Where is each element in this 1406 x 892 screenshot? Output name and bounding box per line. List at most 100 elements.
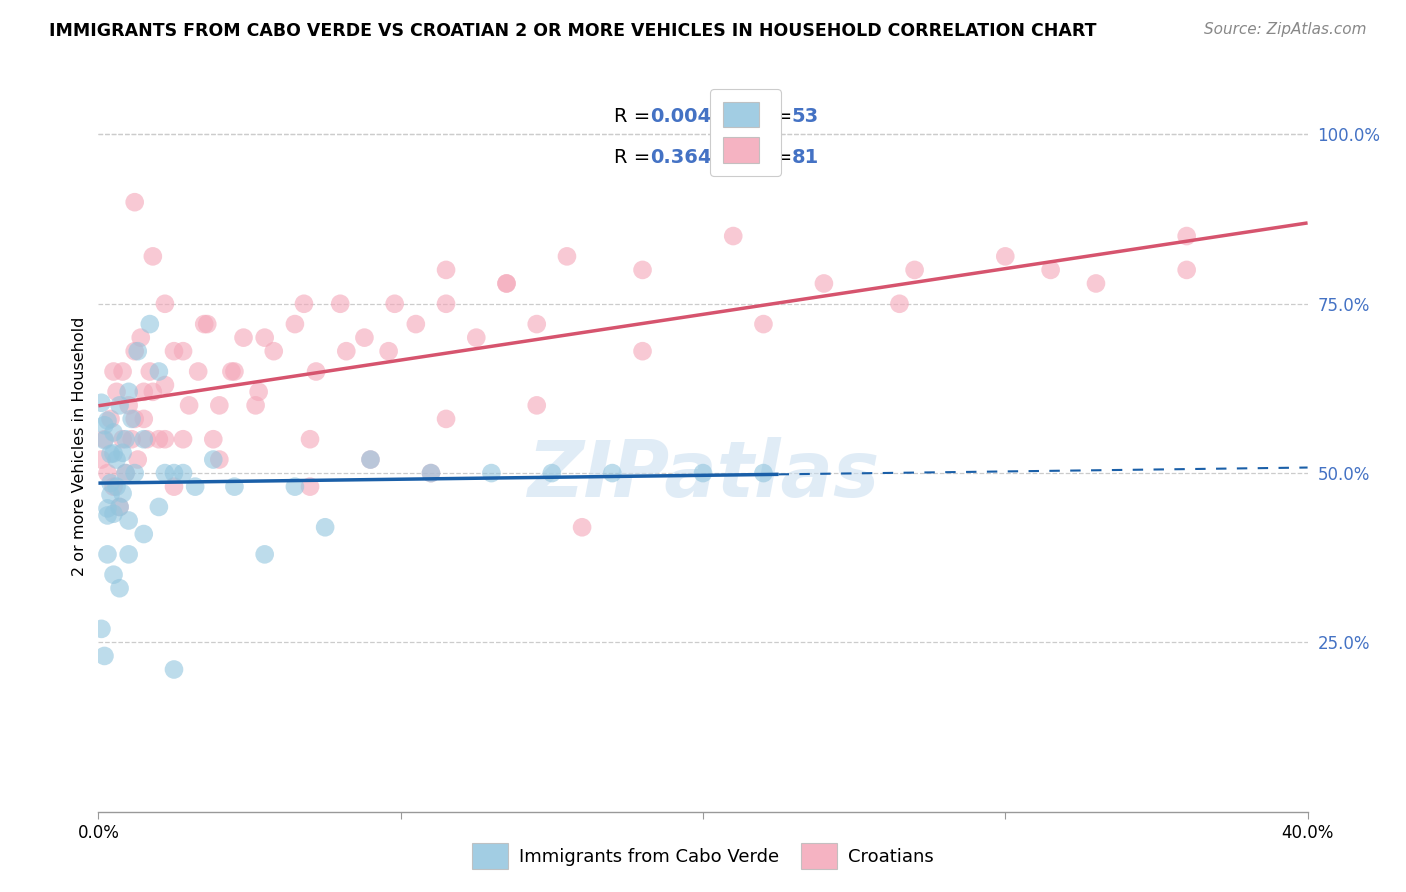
Point: [132, 432, 155, 446]
Point: [163, 466, 186, 480]
Point: [114, 466, 136, 480]
Point: [96, 547, 118, 561]
Point: [187, 364, 209, 378]
Point: [172, 432, 194, 446]
Point: [96, 466, 118, 480]
Point: [904, 263, 927, 277]
Point: [103, 364, 125, 378]
Legend: Immigrants from Cabo Verde, Croatians: Immigrants from Cabo Verde, Croatians: [465, 836, 941, 876]
Point: [100, 447, 122, 461]
Point: [335, 344, 357, 359]
Point: [90, 452, 112, 467]
Point: [994, 249, 1017, 263]
Point: [121, 412, 143, 426]
Point: [1085, 277, 1108, 291]
Point: [434, 412, 457, 426]
Point: [163, 663, 186, 677]
Point: [90, 396, 112, 410]
Point: [108, 500, 131, 514]
Point: [245, 398, 267, 412]
Point: [329, 297, 352, 311]
Point: [631, 263, 654, 277]
Point: [555, 249, 578, 263]
Text: ZIPatlas: ZIPatlas: [527, 437, 879, 513]
Point: [420, 466, 443, 480]
Point: [195, 317, 218, 331]
Point: [132, 412, 155, 426]
Point: [420, 466, 443, 480]
Point: [108, 500, 131, 514]
Point: [1175, 229, 1198, 244]
Point: [111, 364, 134, 378]
Point: [90, 622, 112, 636]
Point: [148, 432, 170, 446]
Point: [148, 500, 170, 514]
Point: [100, 412, 122, 426]
Point: [284, 480, 307, 494]
Point: [103, 567, 125, 582]
Point: [118, 547, 141, 561]
Point: [202, 432, 225, 446]
Point: [96, 508, 118, 523]
Point: [263, 344, 285, 359]
Point: [1039, 263, 1062, 277]
Point: [602, 466, 624, 480]
Point: [105, 480, 128, 494]
Point: [360, 452, 382, 467]
Point: [253, 547, 276, 561]
Point: [495, 277, 517, 291]
Point: [434, 263, 457, 277]
Y-axis label: 2 or more Vehicles in Household: 2 or more Vehicles in Household: [72, 317, 87, 575]
Point: [202, 452, 225, 467]
Point: [692, 466, 714, 480]
Point: [889, 297, 911, 311]
Text: IMMIGRANTS FROM CABO VERDE VS CROATIAN 2 OR MORE VEHICLES IN HOUSEHOLD CORRELATI: IMMIGRANTS FROM CABO VERDE VS CROATIAN 2…: [49, 22, 1097, 40]
Text: 81: 81: [792, 147, 818, 167]
Point: [100, 476, 122, 491]
Point: [299, 432, 322, 446]
Point: [153, 432, 176, 446]
Point: [232, 331, 254, 345]
Point: [93, 648, 115, 663]
Point: [284, 317, 307, 331]
Point: [111, 486, 134, 500]
Point: [108, 398, 131, 412]
Point: [163, 344, 186, 359]
Point: [105, 384, 128, 399]
Point: [139, 364, 162, 378]
Text: N =: N =: [755, 107, 799, 127]
Point: [135, 432, 157, 446]
Point: [93, 432, 115, 446]
Point: [184, 480, 207, 494]
Point: [103, 507, 125, 521]
Point: [142, 249, 165, 263]
Text: 0.004: 0.004: [650, 107, 711, 127]
Point: [314, 520, 336, 534]
Point: [495, 277, 517, 291]
Point: [434, 297, 457, 311]
Point: [114, 466, 136, 480]
Point: [752, 317, 775, 331]
Point: [142, 384, 165, 399]
Point: [118, 398, 141, 412]
Point: [163, 480, 186, 494]
Point: [132, 527, 155, 541]
Point: [111, 432, 134, 446]
Point: [299, 480, 322, 494]
Point: [108, 581, 131, 595]
Point: [208, 398, 231, 412]
Point: [96, 413, 118, 427]
Point: [526, 398, 548, 412]
Point: [124, 466, 146, 480]
Point: [93, 418, 115, 433]
Point: [124, 412, 146, 426]
Point: [1175, 263, 1198, 277]
Point: [247, 384, 270, 399]
Point: [571, 520, 593, 534]
Point: [292, 297, 315, 311]
Text: N =: N =: [755, 147, 799, 167]
Point: [96, 501, 118, 516]
Point: [193, 317, 215, 331]
Point: [481, 466, 503, 480]
Point: [127, 452, 149, 467]
